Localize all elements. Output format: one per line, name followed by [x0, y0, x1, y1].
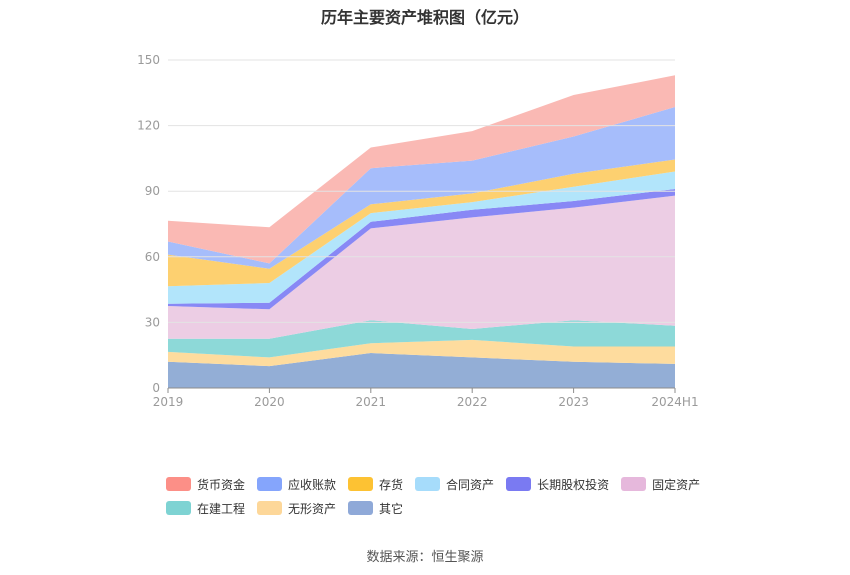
- area-series-5: [168, 189, 675, 310]
- legend-item-equity-investment[interactable]: 长期股权投资: [506, 476, 609, 493]
- legend-swatch: [415, 477, 441, 491]
- legend-label: 其它: [379, 501, 404, 516]
- legend-row-1: 货币资金 应收账款 存货 合同资产 长期股权投资 固定资产: [166, 472, 726, 496]
- legend-row-2: 在建工程 无形资产 其它: [166, 496, 726, 520]
- legend-swatch: [257, 501, 283, 515]
- legend-label: 存货: [379, 477, 404, 492]
- area-series-4: [168, 195, 675, 339]
- area-series-7: [168, 159, 675, 287]
- y-tick-label: 90: [145, 184, 160, 198]
- legend-swatch: [348, 501, 374, 515]
- legend-item-cash[interactable]: 货币资金: [166, 476, 245, 493]
- legend-item-intangible[interactable]: 无形资产: [257, 500, 336, 517]
- x-tick-label: 2021: [356, 395, 387, 409]
- legend-item-contract-assets[interactable]: 合同资产: [415, 476, 494, 493]
- legend-swatch: [506, 477, 532, 491]
- legend-label: 固定资产: [652, 477, 701, 492]
- stacked-area-chart: 0 30 60 90 120 150 2019 2020 2021 2022 2023 2024H1: [137, 53, 699, 409]
- legend: 货币资金 应收账款 存货 合同资产 长期股权投资 固定资产 在建工程 无形资产 …: [166, 472, 726, 520]
- legend-item-fixed-assets[interactable]: 固定资产: [621, 476, 700, 493]
- legend-label: 长期股权投资: [537, 477, 610, 492]
- y-tick-label: 0: [152, 381, 160, 395]
- area-series-3: [168, 320, 675, 358]
- legend-item-receivables[interactable]: 应收账款: [257, 476, 336, 493]
- area-series-2: [168, 339, 675, 367]
- legend-swatch: [621, 477, 647, 491]
- x-tick-label: 2022: [457, 395, 488, 409]
- legend-swatch: [257, 477, 283, 491]
- area-series-6: [168, 171, 675, 304]
- y-tick-label: 150: [137, 53, 160, 67]
- x-tick-label: 2019: [153, 395, 184, 409]
- legend-label: 在建工程: [197, 501, 246, 516]
- legend-swatch: [166, 477, 191, 491]
- area-series-8: [168, 107, 675, 269]
- legend-label: 货币资金: [197, 477, 246, 492]
- legend-item-construction[interactable]: 在建工程: [166, 500, 245, 517]
- x-tick-label: 2023: [558, 395, 589, 409]
- legend-item-inventory[interactable]: 存货: [348, 476, 403, 493]
- legend-label: 合同资产: [446, 477, 495, 492]
- x-tick-label: 2020: [254, 395, 285, 409]
- x-tick-label: 2024H1: [651, 395, 698, 409]
- legend-swatch: [166, 501, 191, 515]
- data-source: 数据来源：恒生聚源: [366, 550, 484, 565]
- area-series-9: [168, 75, 675, 264]
- y-tick-label: 120: [137, 119, 160, 133]
- legend-label: 无形资产: [288, 501, 337, 516]
- legend-swatch: [348, 477, 374, 491]
- y-tick-label: 30: [145, 315, 160, 329]
- area-series-1: [168, 353, 675, 388]
- legend-item-other[interactable]: 其它: [348, 500, 403, 517]
- legend-label: 应收账款: [288, 477, 337, 492]
- y-tick-label: 60: [145, 250, 160, 264]
- chart-title: 历年主要资产堆积图（亿元）: [320, 8, 529, 27]
